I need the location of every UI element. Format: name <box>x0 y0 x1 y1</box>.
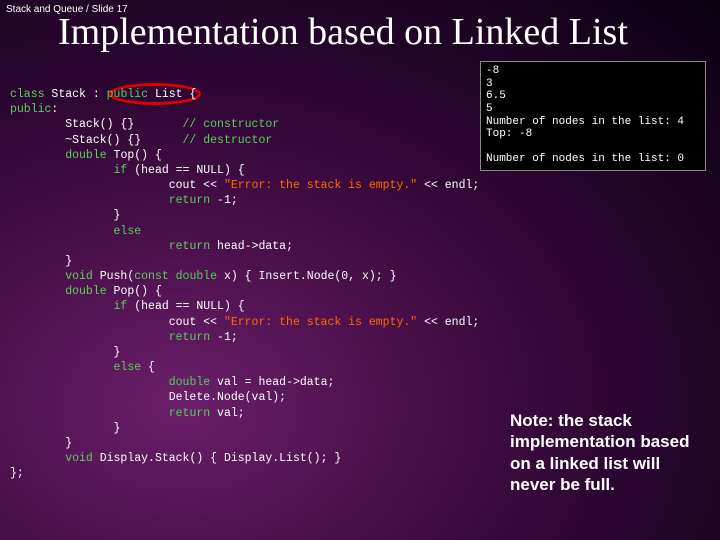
code-text <box>10 149 65 162</box>
code-text: Stack() {} <box>10 118 183 131</box>
code-text: val; <box>210 407 245 420</box>
code-keyword: double <box>65 149 106 162</box>
code-text <box>10 225 114 238</box>
code-text: cout << <box>10 316 224 329</box>
code-keyword: if <box>114 164 128 177</box>
code-keyword: double <box>65 285 106 298</box>
code-string: "Error: the stack is empty." <box>224 316 417 329</box>
code-text: x) { Insert.Node(0, x); } <box>217 270 396 283</box>
code-text: (head == NULL) { <box>127 164 244 177</box>
code-text: } <box>10 346 120 359</box>
code-keyword: class <box>10 88 45 101</box>
code-string: "Error: the stack is empty." <box>224 179 417 192</box>
code-text <box>10 270 65 283</box>
code-text: Top() { <box>107 149 162 162</box>
slide-note: Note: the stack implementation based on … <box>510 410 698 495</box>
code-text: Push( <box>93 270 134 283</box>
code-text <box>10 331 169 344</box>
code-keyword: void <box>65 452 93 465</box>
code-keyword: return <box>169 407 210 420</box>
code-keyword: public <box>10 103 51 116</box>
code-text: << endl; <box>417 316 479 329</box>
code-text: Pop() { <box>107 285 162 298</box>
code-keyword: return <box>169 194 210 207</box>
code-text: List { <box>148 88 196 101</box>
code-keyword: public <box>107 88 148 101</box>
code-text <box>10 194 169 207</box>
console-output: -8 3 6.5 5 Number of nodes in the list: … <box>480 61 706 171</box>
code-text: }; <box>10 467 24 480</box>
code-text: { <box>141 361 155 374</box>
code-text <box>10 452 65 465</box>
code-keyword: return <box>169 331 210 344</box>
code-text: } <box>10 209 120 222</box>
code-text: Display.Stack() { Display.List(); } <box>93 452 341 465</box>
code-comment: // destructor <box>183 134 273 147</box>
code-text: : <box>51 103 58 116</box>
code-text <box>10 376 169 389</box>
code-text <box>10 361 114 374</box>
code-text: val = head->data; <box>210 376 334 389</box>
code-text: cout << <box>10 179 224 192</box>
code-text <box>10 300 114 313</box>
code-keyword: return <box>169 240 210 253</box>
code-text: ~Stack() {} <box>10 134 183 147</box>
code-text <box>10 407 169 420</box>
code-keyword: else <box>114 361 142 374</box>
code-keyword: const double <box>134 270 217 283</box>
code-text: Delete.Node(val); <box>10 391 286 404</box>
code-text: (head == NULL) { <box>127 300 244 313</box>
code-keyword: if <box>114 300 128 313</box>
code-keyword: double <box>169 376 210 389</box>
code-text: } <box>10 255 72 268</box>
code-text: << endl; <box>417 179 479 192</box>
code-text: head->data; <box>210 240 293 253</box>
code-text <box>10 240 169 253</box>
code-text: -1; <box>210 194 238 207</box>
code-text <box>10 285 65 298</box>
code-text: } <box>10 422 120 435</box>
slide-title: Implementation based on Linked List <box>58 10 628 54</box>
code-keyword: void <box>65 270 93 283</box>
code-keyword: else <box>114 225 142 238</box>
code-text: Stack : <box>45 88 107 101</box>
code-block: class Stack : public List { public: Stac… <box>10 87 479 481</box>
code-text: -1; <box>210 331 238 344</box>
code-text <box>10 164 114 177</box>
code-comment: // constructor <box>183 118 280 131</box>
code-text: } <box>10 437 72 450</box>
